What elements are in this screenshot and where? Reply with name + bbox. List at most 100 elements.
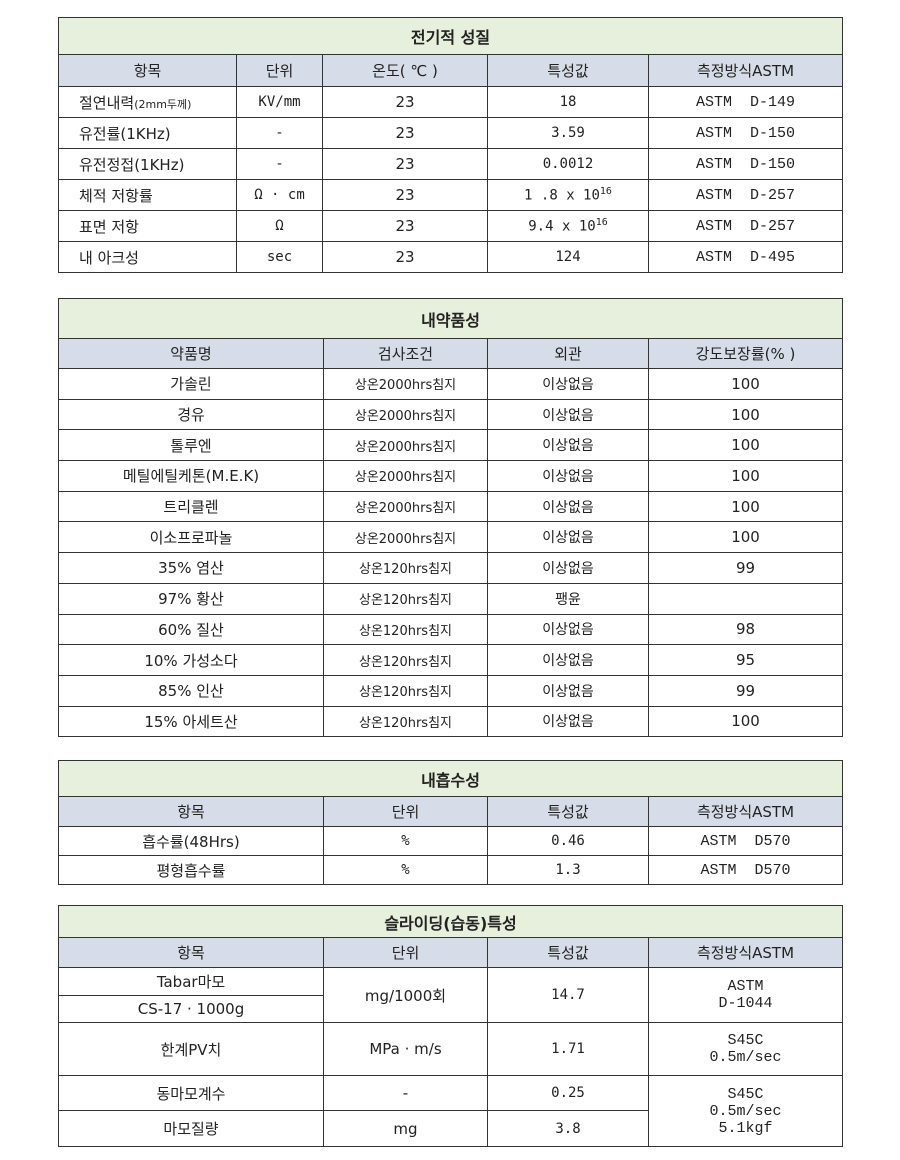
sliding-properties-table: 슬라이딩(습동)특성 항목 단위 특성값 측정방식ASTM Tabar마모 mg/10…	[57, 905, 844, 1147]
table-cell: 100	[647, 705, 844, 738]
table-cell: 이상없음	[487, 705, 649, 738]
column-header: 단위	[323, 937, 488, 968]
temperature-cell: 23	[322, 117, 488, 149]
table-cell: 메틸에틸케톤(M.E.K)	[58, 460, 324, 492]
unit-cell: KV/mm	[236, 86, 323, 118]
item-name: 체적 저항률	[79, 186, 153, 205]
table-cell: 99	[647, 674, 844, 707]
table-cell: 이상없음	[487, 674, 649, 707]
item-cell: CS-17 · 1000g	[58, 995, 324, 1023]
table-cell: 이상없음	[487, 490, 649, 523]
table-cell: 100	[647, 521, 844, 554]
column-header: 항목	[58, 54, 237, 87]
table-cell: 100	[647, 460, 844, 492]
unit-cell: MPa · m/s	[323, 1022, 488, 1076]
table-row: 체적 저항률 Ω · cm 23 1 .8 x 1016 ASTM D-257	[58, 179, 844, 211]
value-cell: 3.8	[487, 1110, 649, 1147]
table-row: Tabar마모 mg/1000회 14.7 ASTM D-1044	[58, 967, 844, 1023]
method-cell: ASTM D-149	[647, 86, 844, 118]
value-cell: 0.25	[487, 1075, 649, 1111]
table-cell: 35% 염산	[58, 552, 324, 584]
table-cell: 이상없음	[487, 521, 649, 554]
table-row: 10% 가성소다 상온120hrs침지 이상없음 95	[58, 644, 844, 676]
item-name: 유전정접(1KHz)	[79, 155, 185, 174]
temperature-cell: 23	[322, 148, 488, 180]
table-cell: 트리클렌	[58, 490, 324, 523]
unit-cell: -	[323, 1075, 488, 1111]
method-line: 0.5m/sec	[709, 1049, 782, 1066]
method-line: ASTM	[727, 978, 764, 995]
table-cell: 팽윤	[487, 582, 649, 615]
table-row: 유전률(1KHz) -23 3.59 ASTM D-150	[58, 117, 844, 149]
table-cell: 60% 질산	[58, 613, 324, 646]
method-cell: ASTM D-257	[647, 210, 844, 242]
value-cell: 18	[487, 86, 649, 118]
table-cell: 85% 인산	[58, 674, 324, 707]
value-base: 1 .8 x 10	[524, 187, 600, 204]
unit-cell: mg/1000회	[323, 967, 488, 1023]
temperature-cell: 23	[322, 179, 488, 211]
table-cell: %	[323, 855, 488, 885]
item-cell: 유전률(1KHz)	[58, 117, 237, 149]
table-row: 85% 인산 상온120hrs침지 이상없음 99	[58, 674, 844, 707]
electrical-properties-table: 전기적 성질 항목 단위 온도( ℃ ) 특성값 측정방식ASTM 절연내력(2mm두께…	[57, 17, 844, 273]
column-header: 검사조건	[323, 338, 488, 369]
table-cell: ASTM D570	[647, 855, 844, 885]
item-name: 내 아크성	[79, 248, 139, 267]
table-title: 슬라이딩(습동)특성	[57, 905, 844, 938]
table-cell: 이상없음	[487, 552, 649, 584]
table-cell: 99	[647, 552, 844, 584]
value-base: 3.59	[551, 125, 585, 141]
table-cell: 1.3	[487, 855, 649, 885]
table-cell: 0.46	[487, 826, 649, 856]
table-row: 97% 황산 상온120hrs침지 팽윤	[58, 582, 844, 615]
unit-cell: Ω	[236, 210, 323, 242]
table-row: 이소프로파놀 상온2000hrs침지 이상없음 100	[58, 521, 844, 554]
temperature-cell: 23	[322, 210, 488, 242]
item-name: 표면 저항	[79, 217, 139, 236]
table-row: 트리클렌 상온2000hrs침지 이상없음 100	[58, 490, 844, 523]
table-title: 내흡수성	[57, 760, 844, 797]
column-header: 항목	[58, 937, 324, 968]
method-line: S45C	[727, 1085, 764, 1103]
item-cell: 내 아크성	[58, 241, 237, 273]
table-cell: 이소프로파놀	[58, 521, 324, 554]
value-cell: 14.7	[487, 967, 649, 1023]
value-cell: 1 .8 x 1016	[487, 179, 649, 211]
table-row: 한계PV치 MPa · m/s 1.71 S45C 0.5m/sec	[58, 1022, 844, 1076]
table-cell: 95	[647, 644, 844, 676]
value-base: 18	[559, 94, 577, 110]
table-cell: 상온120hrs침지	[323, 613, 488, 646]
item-cell: 표면 저항	[58, 210, 237, 242]
table-cell: 이상없음	[487, 460, 649, 492]
item-cell: 동마모계수	[58, 1075, 324, 1111]
table-cell: 상온2000hrs침지	[323, 429, 488, 462]
method-line: S45C	[727, 1032, 764, 1049]
method-cell: S45C 0.5m/sec	[647, 1022, 844, 1076]
table-row: 동마모계수 - 0.25 S45C 0.5m/sec 5.1kgf	[58, 1075, 844, 1147]
value-cell: 1.71	[487, 1022, 649, 1076]
table-row: 표면 저항 Ω 23 9.4 x 1016 ASTM D-257	[58, 210, 844, 242]
value-base: 0.0012	[542, 156, 594, 172]
table-row: 유전정접(1KHz) -23 0.0012 ASTM D-150	[58, 148, 844, 180]
table-row: 35% 염산 상온120hrs침지 이상없음 99	[58, 552, 844, 584]
unit-cell: -	[236, 148, 323, 180]
method-line: 5.1kgf	[718, 1119, 773, 1137]
table-cell: 상온120hrs침지	[323, 705, 488, 738]
table-title: 전기적 성질	[57, 17, 844, 55]
column-header: 외관	[487, 338, 649, 369]
table-title: 내약품성	[57, 298, 844, 339]
table-row: 흡수률(48Hrs)% 0.46 ASTM D570	[58, 826, 844, 856]
table-cell: 이상없음	[487, 398, 649, 431]
table-cell: 100	[647, 429, 844, 462]
table-row: 메틸에틸케톤(M.E.K) 상온2000hrs침지 이상없음 100	[58, 460, 844, 492]
column-header: 측정방식ASTM	[647, 937, 844, 968]
table-cell: 10% 가성소다	[58, 644, 324, 676]
method-cell: ASTM D-495	[647, 241, 844, 273]
table-row: 60% 질산 상온120hrs침지 이상없음 98	[58, 613, 844, 646]
column-header: 온도( ℃ )	[322, 54, 488, 87]
water-absorption-table: 내흡수성 항목 단위 특성값 측정방식ASTM 흡수률(48Hrs)% 0.46 ASTM…	[57, 760, 844, 885]
table-cell: 가솔린	[58, 368, 324, 400]
column-header: 단위	[236, 54, 323, 87]
table-cell: 상온2000hrs침지	[323, 460, 488, 492]
